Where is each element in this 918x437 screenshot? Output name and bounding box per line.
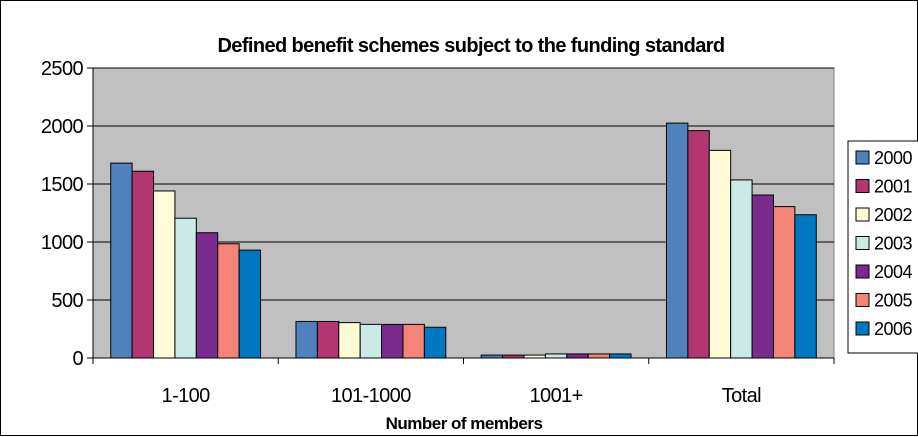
legend-swatch-2004: [855, 264, 870, 279]
bar-2005-1001+: [587, 353, 611, 359]
legend-swatch-2001: [855, 179, 870, 193]
legend-swatch-2005: [855, 293, 870, 307]
bar-2001-Total: [687, 130, 710, 359]
bar-2004-1-100: [195, 232, 219, 359]
bar-2004-101-1000: [381, 323, 404, 359]
legend: 2000 2001 2002 2003 2004 2005 2006: [847, 140, 918, 354]
bar-2003-101-1000: [359, 323, 383, 359]
bar-2003-1-100: [174, 217, 197, 359]
legend-label-2006: 2006: [874, 319, 913, 339]
bar-2006-101-1000: [423, 326, 447, 359]
bar-2003-Total: [730, 179, 753, 359]
legend-label-2002: 2002: [874, 205, 913, 225]
x-tick-label: 1001+: [530, 385, 583, 407]
y-tick-label: 2500: [41, 58, 84, 80]
bar-2002-101-1000: [338, 322, 361, 359]
bar-2005-1-100: [217, 243, 240, 359]
x-tick-labels: 1-100 101-1000 1001+ Total: [162, 385, 762, 407]
bar-2000-Total: [665, 122, 689, 359]
x-axis-title: Number of members: [386, 414, 543, 433]
legend-swatch-2003: [855, 236, 870, 250]
chart-title: Defined benefit schemes subject to the f…: [217, 35, 724, 57]
y-tick-label: 2000: [41, 116, 84, 138]
legend-label-2003: 2003: [874, 234, 913, 254]
legend-label-2004: 2004: [874, 262, 913, 282]
y-tick-label: 0: [72, 348, 83, 370]
axes: [87, 67, 835, 364]
bar-2000-101-1000: [295, 320, 318, 359]
bar-2005-Total: [772, 206, 796, 359]
bars: [110, 122, 817, 359]
x-tick-label: 1-100: [162, 385, 211, 407]
bar-2006-1001+: [609, 353, 632, 359]
bar-2005-101-1000: [402, 323, 425, 359]
legend-swatch-2006: [855, 321, 870, 336]
bar-2001-1-100: [131, 170, 155, 359]
x-tick-label: 101-1000: [331, 385, 411, 407]
bar-2001-101-1000: [316, 320, 340, 359]
y-tick-labels: 0 500 1000 1500 2000 2500: [41, 58, 84, 370]
legend-items: 2000 2001 2002 2003 2004 2005 2006: [855, 148, 913, 339]
bar-2003-1001+: [544, 353, 568, 359]
bar-2006-Total: [794, 214, 817, 359]
y-tick-label: 1500: [41, 174, 84, 196]
y-tick-label: 500: [51, 290, 83, 312]
y-tick-label: 1000: [41, 232, 84, 254]
legend-label-2000: 2000: [874, 148, 913, 168]
legend-swatch-2000: [855, 150, 870, 165]
legend-label-2001: 2001: [874, 177, 913, 197]
bar-2002-Total: [708, 149, 732, 359]
bar-2002-1-100: [153, 190, 176, 359]
bar-2004-1001+: [566, 353, 589, 359]
legend-label-2005: 2005: [874, 291, 913, 311]
bar-2006-1-100: [238, 249, 262, 359]
bar-2004-Total: [751, 194, 774, 359]
x-tick-label: Total: [722, 385, 761, 407]
legend-swatch-2002: [855, 207, 870, 222]
bar-2000-1-100: [110, 162, 133, 359]
